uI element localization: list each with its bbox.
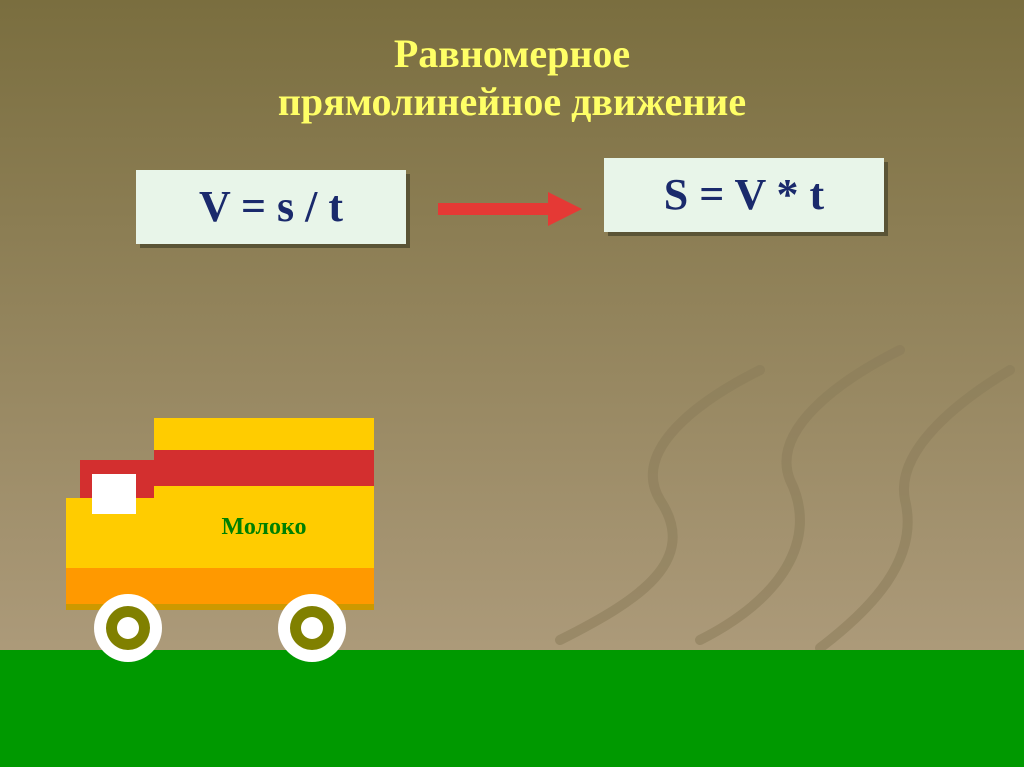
trailer-label-box: Молоко xyxy=(154,486,374,568)
wheel-front-tire xyxy=(106,606,150,650)
truck-label: Молоко xyxy=(222,514,307,541)
wheel-rear xyxy=(278,594,346,662)
truck-icon: Молоко xyxy=(66,390,386,670)
wheel-front-hub xyxy=(117,617,139,639)
wheel-rear-tire xyxy=(290,606,334,650)
slide-stage: Равномерноепрямолинейное движениеV = s /… xyxy=(0,0,1024,767)
wheel-front xyxy=(94,594,162,662)
trailer-stripe xyxy=(154,450,374,486)
wheel-rear-hub xyxy=(301,617,323,639)
cab-window xyxy=(92,474,136,514)
trailer-top xyxy=(154,418,374,450)
